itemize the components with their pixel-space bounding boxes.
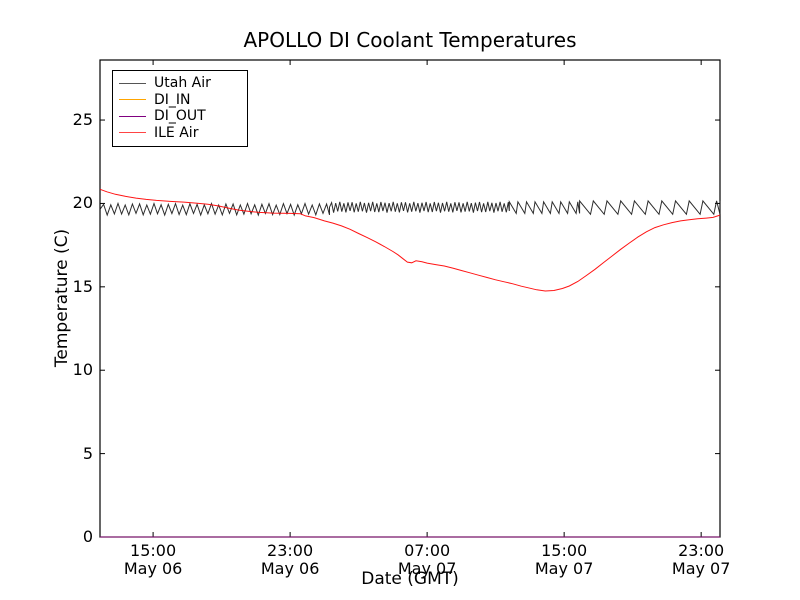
legend-line-sample (119, 99, 146, 101)
x-axis-label: Date (GMT) (361, 569, 459, 589)
x-tick-date: May 06 (260, 559, 320, 578)
legend-label: ILE Air (154, 124, 199, 141)
x-tick-date: May 07 (671, 559, 731, 578)
x-tick-time: 23:00 (678, 541, 725, 560)
series-line-ile-air (99, 188, 721, 292)
chart-title: APOLLO DI Coolant Temperatures (243, 28, 577, 52)
legend-item-utah-air: Utah Air (119, 75, 241, 92)
x-tick-date: May 07 (397, 559, 457, 578)
legend: Utah Air DI_IN DI_OUT ILE Air (112, 70, 248, 147)
y-tick-label: 5 (82, 443, 93, 463)
y-tick-label: 10 (72, 360, 93, 380)
x-tick-label: 23:00 May 07 (651, 542, 751, 578)
y-tick-label: 15 (72, 276, 93, 296)
x-tick-time: 07:00 (404, 541, 451, 560)
x-tick-time: 23:00 (267, 541, 314, 560)
x-tick-label: 15:00 May 07 (514, 542, 614, 578)
legend-label: Utah Air (154, 75, 211, 92)
y-axis-label: Temperature (C) (52, 228, 72, 368)
legend-label: DI_OUT (154, 108, 206, 125)
legend-item-ile-air: ILE Air (119, 125, 241, 142)
x-tick-date: May 07 (534, 559, 594, 578)
legend-line-sample (119, 82, 146, 84)
legend-label: DI_IN (154, 91, 191, 108)
x-tick-label: 23:00 May 06 (240, 542, 340, 578)
legend-item-di-in: DI_IN (119, 92, 241, 109)
legend-line-sample (119, 132, 146, 134)
series-line-utah-air (99, 199, 721, 217)
y-tick-label: 20 (72, 193, 93, 213)
legend-line-sample (119, 115, 146, 117)
x-tick-label: 07:00 May 07 (377, 542, 477, 578)
legend-item-di-out: DI_OUT (119, 108, 241, 125)
x-tick-date: May 06 (123, 559, 183, 578)
y-tick-label: 25 (72, 110, 93, 130)
y-tick-label: 0 (82, 527, 93, 546)
x-tick-time: 15:00 (541, 541, 588, 560)
x-tick-label: 15:00 May 06 (103, 542, 203, 578)
x-tick-time: 15:00 (130, 541, 177, 560)
